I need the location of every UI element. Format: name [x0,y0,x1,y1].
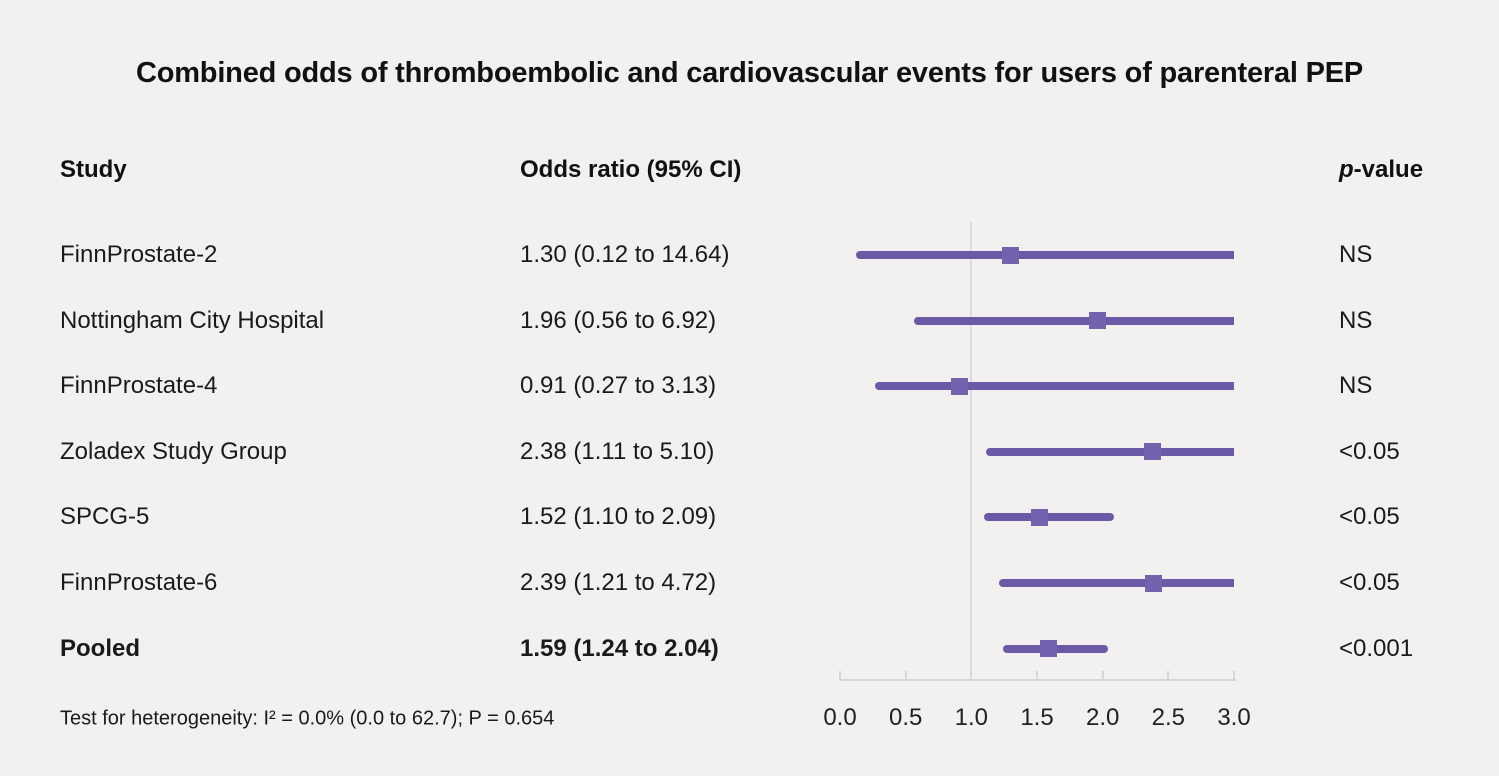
column-header-study: Study [60,156,127,183]
x-axis-tick [1233,671,1235,680]
odds-ratio-label: 1.59 (1.24 to 2.04) [520,634,719,662]
odds-ratio-label: 1.30 (0.12 to 14.64) [520,241,730,268]
or-marker [951,377,968,395]
odds-ratio-label: 2.38 (1.11 to 5.10) [520,437,715,465]
odds-ratio-label: 1.52 (1.10 to 2.09) [520,503,717,531]
x-axis-tick [839,671,841,680]
or-marker [1002,246,1020,264]
x-axis-tick-label: 1.0 [954,704,989,731]
ci-line [855,251,1234,259]
odds-ratio-label: 0.91 (0.27 to 3.13) [520,372,717,400]
p-value-label: <0.05 [1339,569,1400,596]
or-marker [1145,574,1163,592]
x-axis-tick-label: 3.0 [1217,704,1251,731]
x-axis-tick-label: 1.5 [1020,704,1054,731]
study-label: FinnProstate-4 [60,372,218,400]
ci-line [875,382,1234,391]
p-value-label: <0.05 [1339,437,1400,465]
x-axis-tick [1167,671,1170,680]
study-label: Zoladex Study Group [60,437,287,465]
or-marker [1040,640,1058,658]
study-label: Nottingham City Hospital [60,306,325,334]
ci-line [913,316,1234,325]
p-value-label: NS [1339,241,1373,268]
odds-ratio-label: 2.39 (1.21 to 4.72) [520,569,717,596]
p-value-label: <0.001 [1339,634,1414,662]
ci-line [998,579,1234,587]
or-marker [1031,508,1049,526]
p-value-label: <0.05 [1339,503,1400,531]
p-value-label: NS [1339,372,1373,400]
column-header-odds-ratio: Odds ratio (95% CI) [520,156,742,183]
chart-title: Combined odds of thromboembolic and card… [135,57,1364,89]
or-marker [1088,312,1106,330]
study-label: Pooled [60,634,141,662]
x-axis-tick [970,671,973,680]
or-marker [1144,443,1162,461]
p-value-header-rest: -value [1353,156,1424,183]
x-axis-tick-label: 0.0 [823,704,857,731]
heterogeneity-note: Test for heterogeneity: I² = 0.0% (0.0 t… [60,707,555,730]
x-axis-line [840,679,1236,681]
x-axis-tick-label: 2.5 [1151,704,1186,731]
study-label: SPCG-5 [60,503,150,531]
column-header-p-value: p-value [1339,156,1423,184]
p-value-label: NS [1339,306,1373,334]
p-value-header-italic: p [1339,156,1354,183]
study-label: FinnProstate-6 [60,569,218,596]
ci-line [985,447,1234,456]
x-axis-tick [904,671,907,680]
x-axis-tick-label: 2.0 [1085,704,1120,731]
x-axis-tick-label: 0.5 [888,704,923,731]
reference-line [970,222,973,680]
x-axis-tick [1036,671,1038,680]
x-axis-tick [1101,671,1104,680]
odds-ratio-label: 1.96 (0.56 to 6.92) [520,306,717,334]
ci-line [984,513,1115,522]
study-label: FinnProstate-2 [60,241,218,268]
